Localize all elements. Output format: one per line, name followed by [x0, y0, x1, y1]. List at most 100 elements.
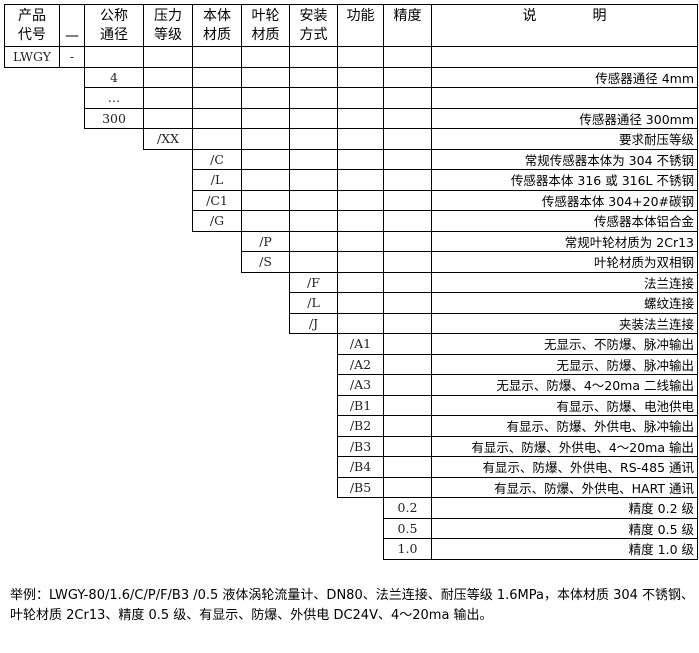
empty-cell [193, 313, 242, 334]
empty-cell [290, 498, 338, 519]
option-description: 要求耐压等级 [431, 128, 698, 150]
empty-cell [383, 353, 432, 375]
table-row: LWGY - [4, 46, 698, 68]
empty-cell [144, 457, 193, 478]
option-description: 有显示、防爆、外供电、4～20ma 输出 [431, 435, 698, 457]
empty-cell [193, 252, 242, 273]
option-code: 0.2 [383, 497, 432, 519]
empty-cell [144, 518, 193, 539]
table-row: /C 常规传感器本体为 304 不锈钢 [5, 148, 698, 170]
empty-cell [85, 129, 144, 150]
empty-cell [193, 272, 242, 293]
option-code: /B1 [337, 394, 384, 416]
empty-cell [5, 170, 60, 191]
option-code: /B5 [337, 476, 384, 498]
table-row: /B4 有显示、防爆、外供电、RS-485 通讯 [5, 456, 698, 478]
empty-cell [60, 190, 85, 211]
empty-cell [383, 128, 432, 150]
empty-cell [5, 477, 60, 498]
option-code: /C [192, 148, 242, 170]
empty-cell [85, 170, 144, 191]
empty-cell [60, 67, 85, 88]
empty-cell [60, 170, 85, 191]
table-row: /F 法兰连接 [5, 271, 698, 293]
empty-cell [60, 108, 85, 129]
option-code: /L [289, 292, 338, 314]
empty-cell [337, 148, 384, 170]
option-description: 传感器本体 316 或 316L 不锈钢 [431, 169, 698, 191]
empty-cell [85, 457, 144, 478]
empty-cell [5, 211, 60, 232]
empty-cell [337, 107, 384, 129]
empty-cell [383, 87, 432, 109]
table-row: /G 传感器本体铝合金 [5, 210, 698, 232]
empty-cell [144, 375, 193, 396]
empty-cell [85, 498, 144, 519]
empty-cell [290, 395, 338, 416]
option-description: 无显示、防爆、脉冲输出 [431, 353, 698, 375]
empty-cell [60, 457, 85, 478]
empty-cell [60, 231, 85, 252]
empty-cell [289, 107, 338, 129]
empty-cell [60, 129, 85, 150]
empty-cell [242, 457, 290, 478]
empty-cell [338, 518, 384, 539]
option-code: /XX [143, 128, 193, 150]
option-code: /P [241, 230, 290, 252]
empty-cell [383, 435, 432, 457]
option-description: 常规传感器本体为 304 不锈钢 [431, 148, 698, 170]
option-description: 传感器通径 4mm [431, 66, 698, 88]
table-row: 300 传感器通径 300mm [5, 107, 698, 129]
empty-cell [85, 395, 144, 416]
empty-cell [290, 539, 338, 560]
empty-cell [85, 272, 144, 293]
empty-cell [192, 87, 242, 109]
option-code: … [84, 87, 144, 109]
option-description: 无显示、防爆、4～20ma 二线输出 [431, 374, 698, 396]
empty-cell [383, 189, 432, 211]
header-installation: 安装 方式 [289, 4, 338, 47]
option-code: /J [289, 312, 338, 334]
empty-cell [143, 46, 193, 68]
empty-cell [289, 87, 338, 109]
empty-cell [383, 394, 432, 416]
option-code: /A3 [337, 374, 384, 396]
empty-cell [383, 210, 432, 232]
empty-cell [242, 477, 290, 498]
empty-cell [60, 211, 85, 232]
empty-cell [5, 416, 60, 437]
option-description: 精度 0.2 级 [431, 497, 698, 519]
table-row: … [5, 87, 698, 109]
header-function: 功能 [337, 4, 384, 47]
empty-cell [60, 293, 85, 314]
empty-cell [241, 210, 290, 232]
empty-cell [290, 436, 338, 457]
empty-cell [289, 128, 338, 150]
empty-cell [337, 251, 384, 273]
empty-cell [383, 476, 432, 498]
table-row: 0.2 精度 0.2 级 [5, 497, 698, 519]
empty-cell [242, 416, 290, 437]
empty-cell [85, 539, 144, 560]
option-code: /B2 [337, 415, 384, 437]
empty-cell [5, 149, 60, 170]
empty-cell [60, 334, 85, 355]
option-description: 传感器通径 300mm [431, 107, 698, 129]
empty-cell [337, 230, 384, 252]
empty-cell [193, 457, 242, 478]
empty-cell [144, 498, 193, 519]
empty-cell [144, 416, 193, 437]
header-description: 说 明 [431, 4, 698, 47]
option-description [431, 46, 698, 68]
empty-cell [383, 169, 432, 191]
empty-cell [85, 477, 144, 498]
empty-cell [5, 354, 60, 375]
option-code: /A2 [337, 353, 384, 375]
empty-cell [5, 252, 60, 273]
empty-cell [242, 313, 290, 334]
table-row: /L 传感器本体 316 或 316L 不锈钢 [5, 169, 698, 191]
empty-cell [144, 539, 193, 560]
table-row: /C1 传感器本体 304+20#碳钢 [5, 189, 698, 211]
empty-cell [337, 87, 384, 109]
option-code: /C1 [192, 189, 242, 211]
